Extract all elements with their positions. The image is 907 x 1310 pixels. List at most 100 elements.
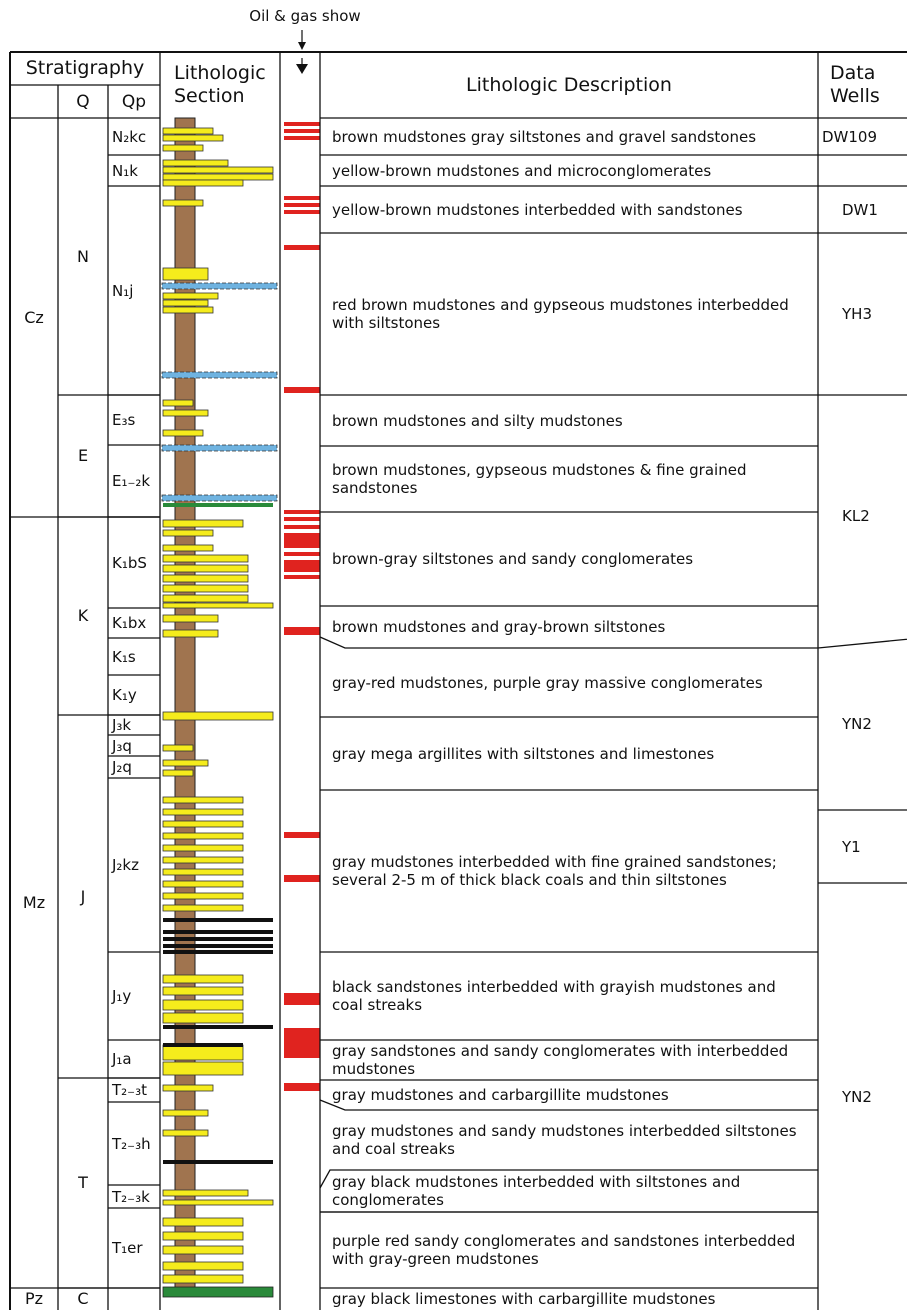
- sandstone-bed: [163, 987, 243, 995]
- sandstone-bed: [163, 200, 203, 206]
- sandstone-bed: [163, 1110, 208, 1116]
- gas-show: [284, 510, 320, 514]
- formation-label: T₂₋₃k: [108, 1185, 160, 1208]
- oil-gas-label: Oil & gas show: [230, 4, 380, 28]
- limestone-bed: [163, 1287, 273, 1297]
- gas-show: [284, 1028, 320, 1058]
- sandstone-bed: [163, 565, 248, 572]
- description: brown-gray siltstones and sandy conglome…: [320, 512, 818, 606]
- gas-show: [284, 993, 320, 1005]
- well-label: Y1: [818, 810, 907, 883]
- sandstone-bed: [163, 555, 248, 562]
- sandstone-bed: [163, 520, 243, 527]
- formation-label: J₃q: [108, 735, 160, 756]
- erathem-label: Mz: [10, 517, 58, 1288]
- sandstone-bed: [163, 905, 243, 911]
- sandstone-bed: [163, 1200, 273, 1205]
- formation-label: K₁bS: [108, 517, 160, 608]
- system-label: K: [58, 517, 108, 715]
- description: gray-red mudstones, purple gray massive …: [320, 648, 818, 717]
- coal-bed: [163, 944, 273, 948]
- sandstone-bed: [163, 603, 273, 608]
- formation-label: T₂₋₃t: [108, 1078, 160, 1102]
- gas-show: [284, 210, 320, 214]
- gas-show: [284, 203, 320, 207]
- formation-label: T₁er: [108, 1208, 160, 1288]
- sandstone-bed: [163, 595, 248, 602]
- sandstone-bed: [163, 1062, 243, 1075]
- formation-label: N₁k: [108, 155, 160, 186]
- gas-show: [284, 533, 320, 548]
- description: gray black limestones with carbargillite…: [320, 1288, 818, 1310]
- formation-label: E₁₋₂k: [108, 445, 160, 517]
- sandstone-bed: [163, 857, 243, 863]
- gas-show: [284, 627, 320, 635]
- description: gray mudstones interbedded with fine gra…: [320, 790, 818, 952]
- formation-label: K₁y: [108, 675, 160, 715]
- description: gray sandstones and sandy conglomerates …: [320, 1040, 818, 1080]
- description: gray mudstones and carbargillite mudston…: [320, 1080, 818, 1110]
- well-label: YN2: [818, 637, 907, 810]
- coal-bed: [163, 1025, 273, 1029]
- gypsum-bed: [162, 283, 277, 289]
- sandstone-bed: [163, 1085, 213, 1091]
- formation-label: J₁y: [108, 952, 160, 1040]
- description: brown mudstones and silty mudstones: [320, 395, 818, 446]
- description: gray black mudstones interbedded with si…: [320, 1170, 818, 1212]
- sandstone-bed: [163, 1045, 243, 1060]
- sandstone-bed: [163, 1000, 243, 1010]
- gas-show: [284, 517, 320, 521]
- sandstone-bed: [163, 307, 213, 313]
- description: gray mega argillites with siltstones and…: [320, 717, 818, 790]
- header-cell: Lithologic Description: [320, 52, 818, 118]
- gas-show: [284, 832, 320, 838]
- arrow-head: [296, 64, 308, 74]
- sandstone-bed: [163, 745, 193, 751]
- system-label: T: [58, 1078, 108, 1288]
- sandstone-bed: [163, 585, 248, 592]
- sandstone-bed: [163, 180, 243, 186]
- sandstone-bed: [163, 145, 203, 151]
- arrow-head: [298, 42, 306, 50]
- sandstone-bed: [163, 833, 243, 839]
- formation-label: K₁bx: [108, 608, 160, 638]
- system-label: C: [58, 1288, 108, 1310]
- description: brown mudstones gray siltstones and grav…: [320, 118, 818, 155]
- sandstone-bed: [163, 1275, 243, 1283]
- description: brown mudstones, gypseous mudstones & fi…: [320, 446, 818, 512]
- sandstone-bed: [163, 615, 218, 622]
- sandstone-bed: [163, 845, 243, 851]
- sandstone-bed: [163, 400, 193, 406]
- sandstone-bed: [163, 575, 248, 582]
- header-cell: Lithologic Section: [160, 52, 280, 118]
- system-label: E: [58, 395, 108, 517]
- well-label: DW109: [818, 118, 907, 155]
- header-cell: Q: [58, 85, 108, 118]
- sandstone-bed: [163, 1246, 243, 1254]
- gas-show: [284, 525, 320, 529]
- gas-show: [284, 1083, 320, 1091]
- sandstone-bed: [163, 300, 208, 306]
- sandstone-bed: [163, 160, 228, 166]
- description: yellow-brown mudstones interbedded with …: [320, 186, 818, 233]
- coal-bed: [163, 1043, 243, 1047]
- sandstone-bed: [163, 1232, 243, 1240]
- description: purple red sandy conglomerates and sands…: [320, 1212, 818, 1288]
- formation-label: J₁a: [108, 1040, 160, 1078]
- system-label: N: [58, 118, 108, 395]
- gas-show: [284, 560, 320, 572]
- formation-label: T₂₋₃h: [108, 1102, 160, 1185]
- sandstone-bed: [163, 770, 193, 776]
- sandstone-bed: [163, 869, 243, 875]
- gas-show: [284, 196, 320, 200]
- gas-show: [284, 875, 320, 882]
- well-label: KL2: [818, 395, 907, 637]
- gypsum-bed: [162, 445, 277, 451]
- gypsum-bed: [162, 372, 277, 378]
- gypsum-bed: [162, 495, 277, 501]
- sandstone-bed: [163, 410, 208, 416]
- stratigraphic-column: Oil & gas show Stratigraphy Q Qp Litholo…: [0, 0, 907, 1310]
- sandstone-bed: [163, 135, 223, 141]
- sandstone-bed: [163, 268, 208, 280]
- header-cell: Stratigraphy: [10, 52, 160, 85]
